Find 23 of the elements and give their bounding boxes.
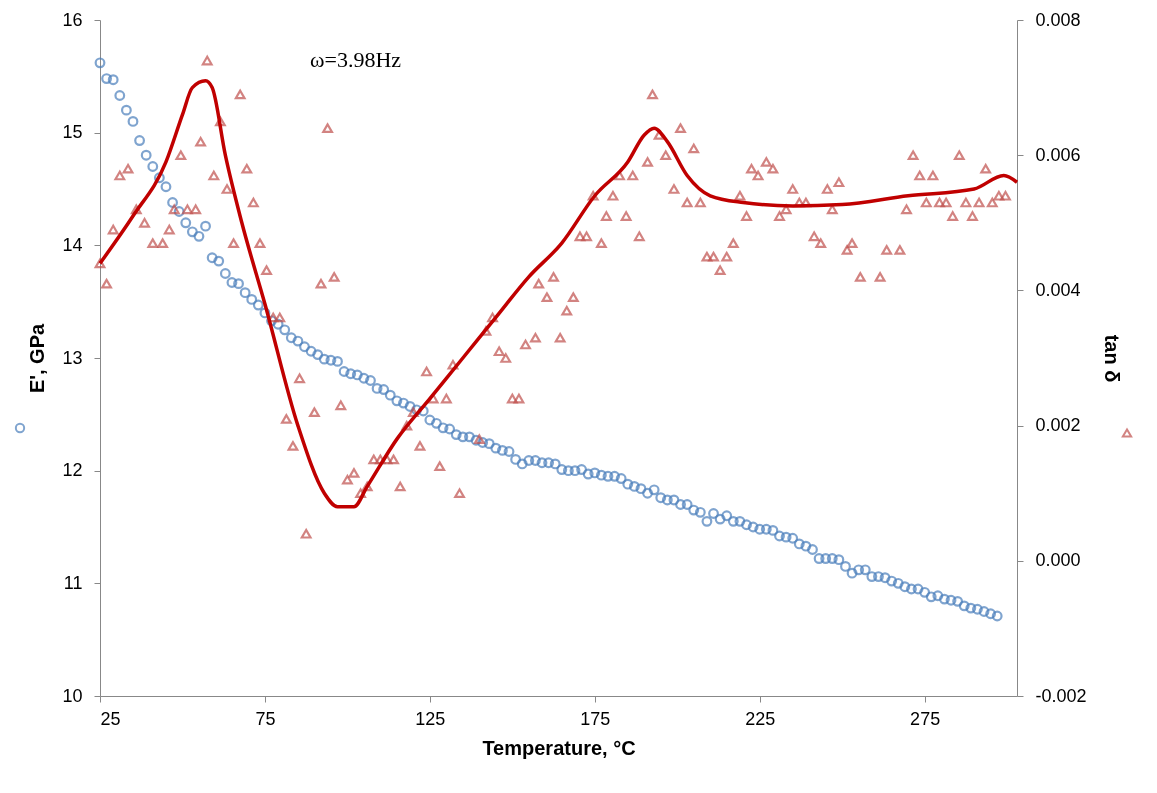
y2-tick-label: 0.006 [1035,144,1081,165]
x-tick-label: 175 [580,708,611,729]
annotation: ω=3.98Hz [310,47,402,72]
y2-tick-label: 0.004 [1035,279,1081,300]
x-tick-label: 25 [100,708,121,729]
y-tick-label: 13 [62,347,83,368]
y2-tick-label: -0.002 [1035,685,1087,706]
y-tick-label: 11 [63,572,83,593]
y2-tick-label: 0.002 [1035,415,1081,436]
y-axis-title: E', GPa [26,323,49,394]
y-tick-label: 12 [62,460,83,481]
y-tick-label: 15 [62,122,83,143]
y2-axis-title: tan δ [1100,334,1123,383]
x-axis-title: Temperature, °C [482,736,636,759]
y2-tick-label: 0.008 [1035,9,1081,30]
x-tick-label: 275 [910,708,941,729]
x-tick-label: 125 [415,708,446,729]
y2-tick-label: 0.000 [1035,550,1081,571]
y-tick-label: 16 [62,9,83,30]
x-tick-label: 225 [745,708,776,729]
y-tick-label: 14 [62,234,83,255]
y-tick-label: 10 [62,685,83,706]
x-tick-label: 75 [255,708,276,729]
